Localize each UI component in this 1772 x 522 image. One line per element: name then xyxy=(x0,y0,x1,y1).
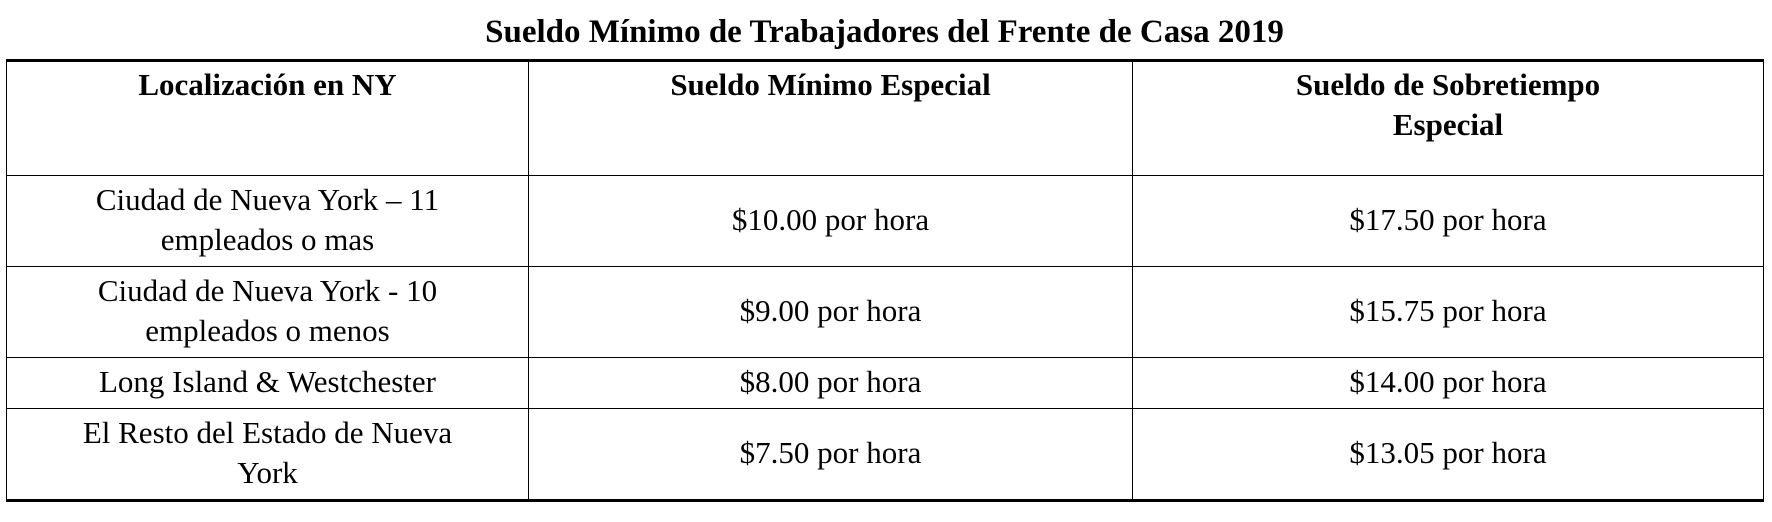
cell-location-line1: Ciudad de Nueva York – 11 xyxy=(95,182,440,217)
column-header-overtime-wage-line1: Sueldo de Sobretiempo xyxy=(1295,67,1601,102)
column-header-overtime-wage-line2: Especial xyxy=(1392,107,1504,142)
cell-location: Ciudad de Nueva York - 10 empleados o me… xyxy=(6,266,529,358)
cell-location: El Resto del Estado de Nueva York xyxy=(6,408,529,502)
cell-minimum-wage: $10.00 por hora xyxy=(528,175,1133,267)
table-header: Localización en NY Sueldo Mínimo Especia… xyxy=(6,59,1764,176)
cell-location-line1: El Resto del Estado de Nueva xyxy=(82,415,453,450)
table-row: Ciudad de Nueva York - 10 empleados o me… xyxy=(6,266,1764,358)
page-title: Sueldo Mínimo de Trabajadores del Frente… xyxy=(485,14,1284,50)
cell-location-line1: Ciudad de Nueva York - 10 xyxy=(97,273,438,308)
cell-overtime-wage: $13.05 por hora xyxy=(1132,408,1764,502)
table-row: Ciudad de Nueva York – 11 empleados o ma… xyxy=(6,175,1764,267)
table-body: Ciudad de Nueva York – 11 empleados o ma… xyxy=(6,175,1764,502)
cell-minimum-wage: $8.00 por hora xyxy=(528,357,1133,409)
table-row: El Resto del Estado de Nueva York $7.50 … xyxy=(6,408,1764,502)
column-header-overtime-wage: Sueldo de Sobretiempo Especial xyxy=(1132,59,1764,176)
cell-location-line1: Long Island & Westchester xyxy=(99,364,436,399)
cell-location: Long Island & Westchester xyxy=(6,357,529,409)
cell-location-line2: empleados o mas xyxy=(160,222,375,257)
minimum-wage-table: Localización en NY Sueldo Mínimo Especia… xyxy=(6,59,1764,502)
cell-location-line2: York xyxy=(237,455,298,490)
cell-minimum-wage: $9.00 por hora xyxy=(528,266,1133,358)
cell-location-line2: empleados o menos xyxy=(145,313,390,348)
column-header-location: Localización en NY xyxy=(6,59,529,176)
cell-overtime-wage: $14.00 por hora xyxy=(1132,357,1764,409)
cell-location: Ciudad de Nueva York – 11 empleados o ma… xyxy=(6,175,529,267)
cell-overtime-wage: $15.75 por hora xyxy=(1132,266,1764,358)
table-header-row: Localización en NY Sueldo Mínimo Especia… xyxy=(6,59,1764,176)
column-header-minimum-wage: Sueldo Mínimo Especial xyxy=(528,59,1133,176)
cell-minimum-wage: $7.50 por hora xyxy=(528,408,1133,502)
cell-overtime-wage: $17.50 por hora xyxy=(1132,175,1764,267)
table-row: Long Island & Westchester $8.00 por hora… xyxy=(6,357,1764,409)
